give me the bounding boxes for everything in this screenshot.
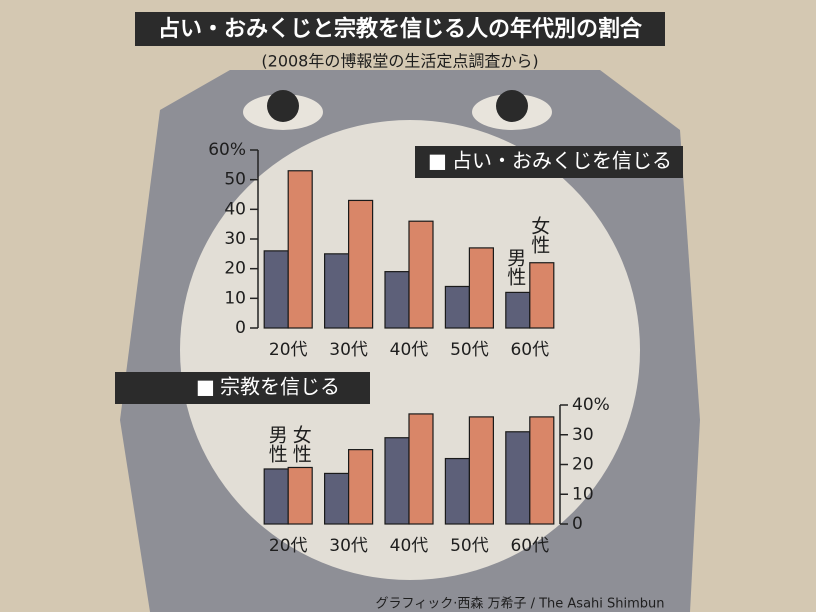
bar bbox=[505, 291, 531, 329]
bar bbox=[324, 253, 350, 329]
series-label: 男性 bbox=[504, 248, 526, 286]
series-label: 女性 bbox=[290, 425, 312, 463]
x-tick-label: 20代 bbox=[269, 536, 308, 556]
credit: グラフィック·西森 万希子 / The Asahi Shimbun bbox=[375, 597, 664, 612]
bar bbox=[324, 472, 350, 525]
chart-title-box bbox=[415, 146, 683, 178]
x-tick-label: 60代 bbox=[510, 340, 549, 360]
bar bbox=[444, 457, 470, 525]
title-box bbox=[135, 12, 665, 46]
subtitle: (2008年の博報堂の生活定点調査から) bbox=[261, 52, 538, 71]
bar bbox=[348, 199, 374, 329]
bar bbox=[263, 250, 289, 329]
bar bbox=[468, 416, 494, 525]
bar bbox=[505, 431, 531, 525]
series-label: 男性 bbox=[266, 425, 288, 463]
bar bbox=[384, 271, 410, 329]
x-tick-label: 40代 bbox=[390, 340, 429, 360]
bar bbox=[263, 468, 289, 525]
x-tick-label: 30代 bbox=[329, 340, 368, 360]
bullet: ■ bbox=[196, 375, 215, 399]
series-label: 女性 bbox=[528, 216, 550, 254]
y-tick-label: 20 bbox=[572, 455, 594, 475]
bar bbox=[529, 416, 555, 525]
bar bbox=[444, 285, 470, 329]
y-tick-label: 30 bbox=[572, 425, 594, 445]
y-tick-label: 10 bbox=[224, 288, 246, 308]
bar bbox=[408, 220, 434, 329]
x-tick-label: 30代 bbox=[329, 536, 368, 556]
bar bbox=[384, 437, 410, 525]
title: 占い・おみくじと宗教を信じる人の年代別の割合 bbox=[158, 16, 643, 42]
y-tick-label: 0 bbox=[235, 318, 246, 338]
chart-title: 宗教を信じる bbox=[220, 375, 340, 399]
x-tick-label: 20代 bbox=[269, 340, 308, 360]
x-tick-label: 50代 bbox=[450, 340, 489, 360]
pupil bbox=[267, 90, 299, 122]
bar bbox=[287, 170, 313, 329]
chart-title-box bbox=[115, 372, 370, 404]
y-tick-label: 0 bbox=[572, 514, 583, 534]
bar bbox=[529, 262, 555, 329]
bullet: ■ bbox=[428, 149, 447, 173]
y-tick-label: 30 bbox=[224, 229, 246, 249]
x-tick-label: 60代 bbox=[510, 536, 549, 556]
bar bbox=[287, 466, 313, 525]
pupil bbox=[496, 90, 528, 122]
chart-title: 占い・おみくじを信じる bbox=[452, 149, 672, 173]
x-tick-label: 50代 bbox=[450, 536, 489, 556]
x-tick-label: 40代 bbox=[390, 536, 429, 556]
y-tick-label: 40% bbox=[572, 395, 610, 415]
y-tick-label: 20 bbox=[224, 259, 246, 279]
y-tick-label: 50 bbox=[224, 170, 246, 190]
bar bbox=[348, 449, 374, 525]
y-tick-label: 10 bbox=[572, 484, 594, 504]
bar bbox=[468, 247, 494, 329]
y-tick-label: 40 bbox=[224, 199, 246, 219]
bar bbox=[408, 413, 434, 525]
y-tick-label: 60% bbox=[208, 140, 246, 160]
